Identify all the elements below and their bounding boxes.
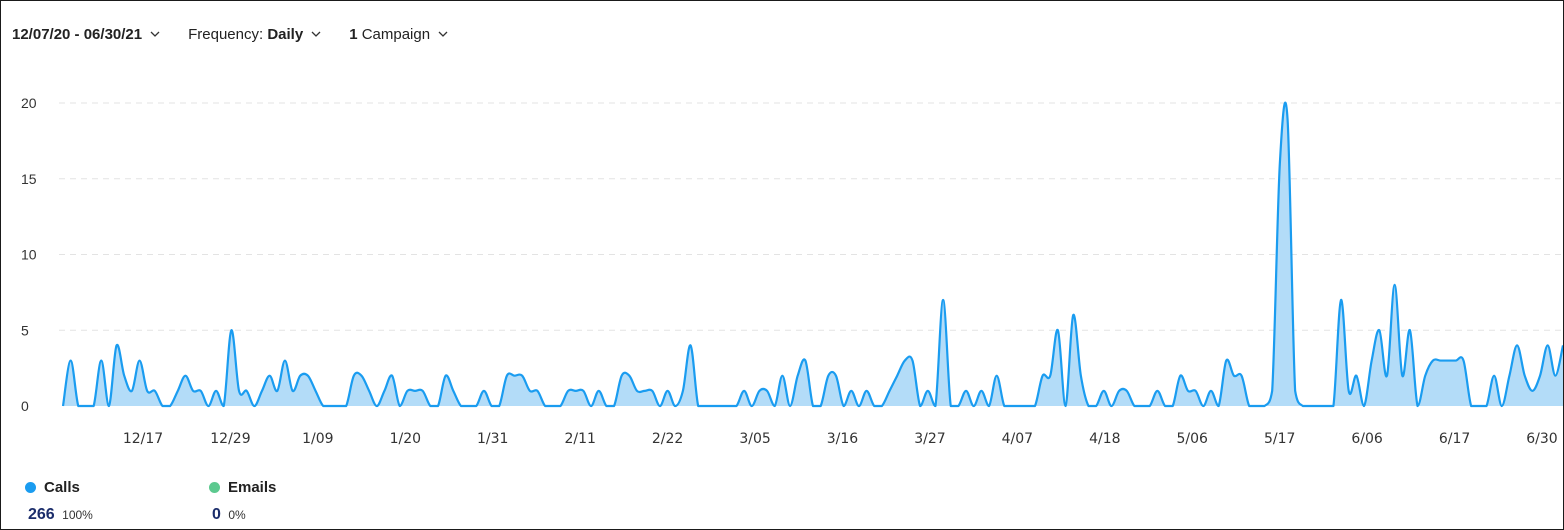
- chevron-down-icon: [150, 31, 160, 37]
- date-range-dropdown[interactable]: 12/07/20 - 06/30/21: [12, 26, 160, 43]
- legend: Calls 266 100% Emails 0 0%: [25, 479, 393, 524]
- x-tick-label: 6/30: [1526, 431, 1557, 447]
- calls-area-fill: [63, 102, 1563, 406]
- chevron-down-icon: [438, 31, 448, 37]
- filter-bar: 12/07/20 - 06/30/21 Frequency: Daily 1 C…: [12, 23, 476, 45]
- x-tick-label: 5/06: [1177, 431, 1209, 447]
- frequency-dropdown[interactable]: Frequency: Daily: [188, 26, 321, 43]
- emails-percent: 0%: [228, 508, 246, 522]
- emails-total: 0: [212, 506, 221, 523]
- x-tick-label: 6/17: [1439, 431, 1470, 447]
- x-tick-label: 6/06: [1351, 431, 1383, 447]
- y-tick-label: 10: [21, 247, 37, 263]
- y-tick-label: 15: [21, 171, 37, 187]
- chevron-down-icon: [311, 31, 321, 37]
- y-tick-label: 5: [21, 322, 29, 338]
- frequency-value: Daily: [267, 25, 304, 43]
- calls-area-chart: 0 5 10 15 20 12/17 12/29 1/09 1/20 1/31 2/11 2/22 3/…: [21, 95, 1563, 447]
- x-tick-label: 4/07: [1002, 431, 1033, 447]
- x-tick-label: 12/17: [123, 431, 163, 447]
- x-tick-label: 2/11: [564, 431, 595, 447]
- frequency-label: Frequency:: [188, 25, 264, 43]
- y-tick-label: 0: [21, 398, 29, 414]
- calls-series-line: [61, 101, 1563, 408]
- x-tick-label: 12/29: [210, 431, 250, 447]
- calls-total: 266: [28, 506, 55, 523]
- calls-dot-icon: [25, 482, 36, 493]
- emails-label: Emails: [228, 479, 277, 496]
- x-tick-label: 3/16: [827, 431, 859, 447]
- y-tick-label: 20: [21, 95, 37, 111]
- campaign-dropdown[interactable]: 1 Campaign: [349, 26, 448, 43]
- x-tick-label: 1/09: [302, 431, 333, 447]
- x-tick-label: 4/18: [1089, 431, 1120, 447]
- calls-percent: 100%: [62, 508, 93, 522]
- x-tick-label: 5/17: [1264, 431, 1295, 447]
- x-tick-label: 3/27: [914, 431, 945, 447]
- x-tick-label: 2/22: [652, 431, 683, 447]
- x-tick-label: 3/05: [739, 431, 770, 447]
- x-tick-label: 1/31: [477, 431, 508, 447]
- calls-label: Calls: [44, 479, 80, 496]
- legend-item-emails[interactable]: Emails 0 0%: [209, 479, 393, 524]
- date-range-value: 12/07/20 - 06/30/21: [12, 25, 143, 43]
- x-tick-label: 1/20: [390, 431, 421, 447]
- campaign-label: Campaign: [361, 25, 431, 43]
- emails-dot-icon: [209, 482, 220, 493]
- campaign-count: 1: [349, 25, 358, 43]
- legend-item-calls[interactable]: Calls 266 100%: [25, 479, 209, 524]
